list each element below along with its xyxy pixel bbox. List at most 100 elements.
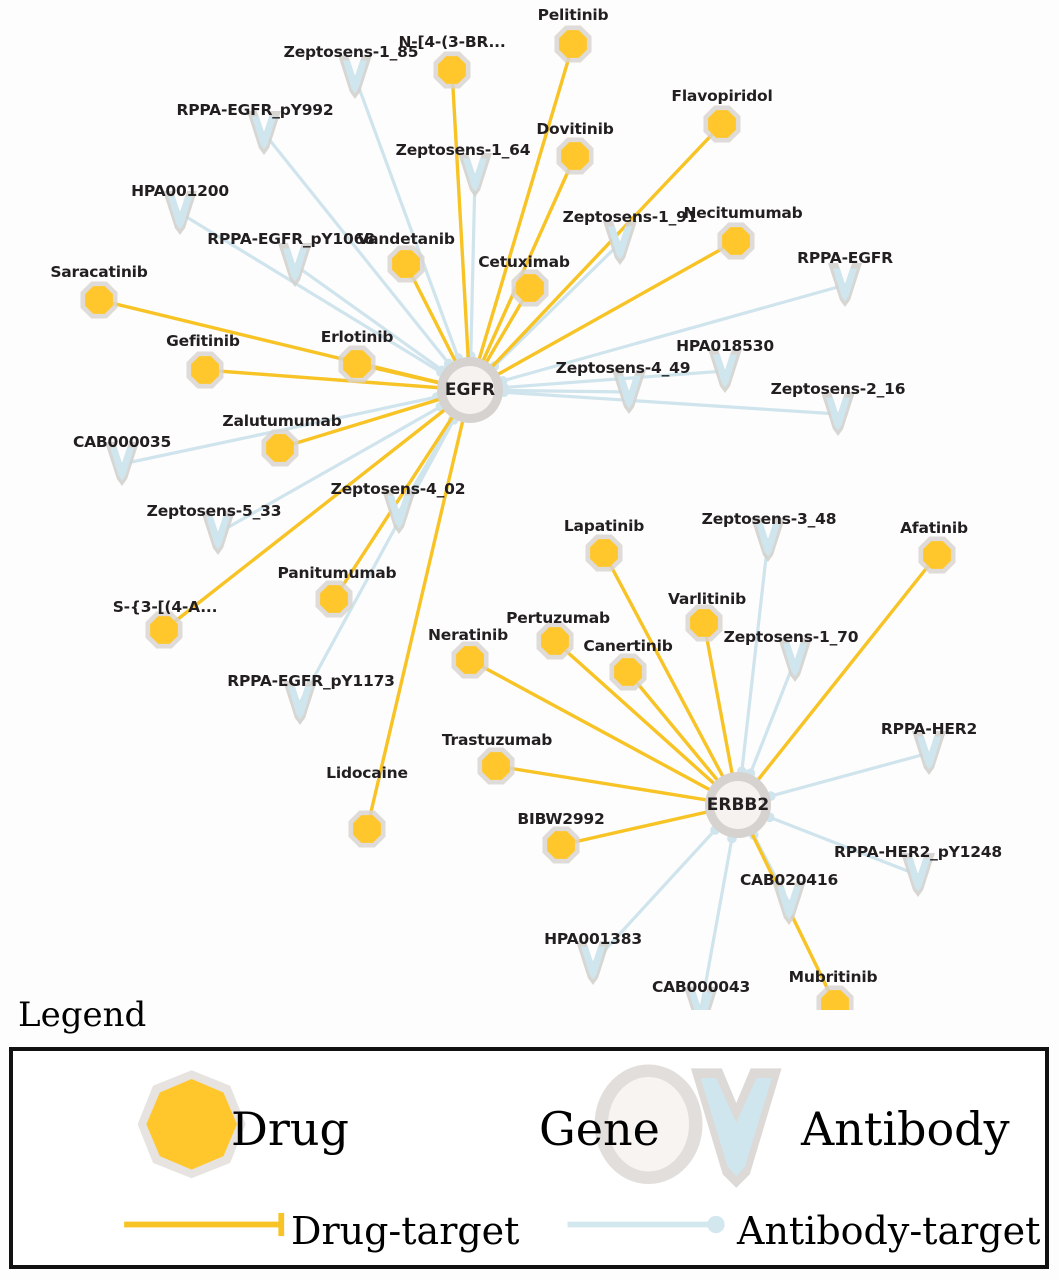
drug-node[interactable] [703,105,741,143]
antibody-node[interactable] [821,392,855,436]
antibody-node[interactable] [382,490,416,534]
drug-octagon-icon [191,356,219,384]
antibody-node[interactable] [163,191,197,235]
drug-target-edge [494,764,740,807]
antibody-vee-icon [283,248,307,282]
antibody-node[interactable] [201,511,235,555]
antibody-target-edge [120,388,472,466]
antibody-target-edge [178,211,472,392]
gene-node[interactable] [437,357,503,423]
antibody-vee-icon [206,516,230,550]
drug-node[interactable] [387,245,425,283]
node-label: Zeptosens-5_33 [146,502,282,520]
legend-graphics-2 [124,1068,782,1237]
drug-octagon-icon [343,350,371,378]
antibody-vee-icon [783,643,807,677]
drug-node[interactable] [542,826,580,864]
node-label: Flavopiridol [671,87,773,105]
antibody-node[interactable] [912,731,946,775]
drug-node[interactable] [451,641,489,679]
drug-octagon-icon [559,30,587,58]
drug-node[interactable] [609,653,647,691]
node-label: Panitumumab [277,564,397,582]
drug-node[interactable] [717,222,755,260]
drug-octagon-icon [590,539,618,567]
antibody-node[interactable] [458,153,492,197]
node-label: Saracatinib [50,263,148,281]
drug-node[interactable] [511,269,549,307]
drug-target-edge [553,639,740,807]
drug-node[interactable] [554,25,592,63]
antibody-vee-icon [168,196,192,230]
drug-octagon-icon [708,110,736,138]
drug-octagon-icon [516,274,544,302]
antibody-node[interactable] [247,111,281,155]
drug-octagon-icon [547,831,575,859]
node-label: EGFR [444,380,496,400]
antibody-node[interactable] [901,853,935,897]
antibody-node[interactable] [612,370,646,414]
drug-node[interactable] [186,351,224,389]
drug-octagon-icon [923,541,951,569]
antibody-node[interactable] [708,349,742,393]
drug-octagon-icon [821,990,849,1010]
drug-target-edge [162,388,472,632]
node-label: Pertuzumab [506,609,610,627]
drug-node[interactable] [918,536,956,574]
antibody-target-edge-icon [567,1215,725,1234]
drug-node[interactable] [685,604,723,642]
drug-node[interactable] [477,747,515,785]
antibody-node[interactable] [283,681,317,725]
antibody-target-edge [298,388,472,705]
drug-node[interactable] [536,622,574,660]
antibody-target-edge [353,75,472,392]
drug-node[interactable] [348,810,386,848]
antibody-node[interactable] [772,881,806,925]
legend-label-antibody: Antibody [801,1102,1010,1156]
antibody-target-edge [468,388,840,416]
drug-node[interactable] [261,429,299,467]
antibody-node[interactable] [105,442,139,486]
drug-target-edge [468,658,740,807]
drug-target-edge [736,553,939,807]
antibody-target-edge [262,131,472,392]
node-label: HPA018530 [676,337,774,355]
drug-node[interactable] [585,534,623,572]
antibody-vee-icon [713,354,737,388]
antibody-vee-icon [581,946,605,980]
antibody-nodes [105,55,946,1010]
antibody-vee-icon [833,268,857,302]
drug-node[interactable] [338,345,376,383]
drug-node[interactable] [556,137,594,175]
antibody-node[interactable] [603,221,637,265]
drug-node[interactable] [433,51,471,89]
node-label: Zeptosens-1_91 [562,208,698,226]
antibody-node[interactable] [778,638,812,682]
node-label: CAB020416 [739,871,839,889]
drug-nodes [80,25,956,1011]
antibody-node[interactable] [684,987,718,1010]
drug-node[interactable] [315,580,353,618]
antibody-node[interactable] [338,55,372,99]
drug-octagon-icon [266,434,294,462]
gene-node[interactable] [705,772,771,838]
antibody-node[interactable] [576,941,610,985]
node-label: Zeptosens-1_70 [723,628,859,646]
antibody-node[interactable] [278,243,312,287]
antibody-target-edge [736,538,770,807]
antibody-node[interactable] [828,263,862,307]
drug-target-edge [365,388,472,831]
drug-octagon-icon [690,609,718,637]
drug-node[interactable] [145,611,183,649]
legend-label-drug-target: Drug-target [291,1209,520,1253]
antibody-node[interactable] [751,518,785,562]
legend-title: Legend [18,995,147,1035]
drug-node[interactable] [80,281,118,319]
drug-node[interactable] [816,985,854,1011]
node-label: Lapatinib [563,517,645,535]
node-label: Zeptosens-2_16 [770,380,906,398]
gene-circle-icon [594,1064,703,1185]
node-label: Neratinib [428,626,508,644]
node-label: CAB000035 [72,433,172,451]
